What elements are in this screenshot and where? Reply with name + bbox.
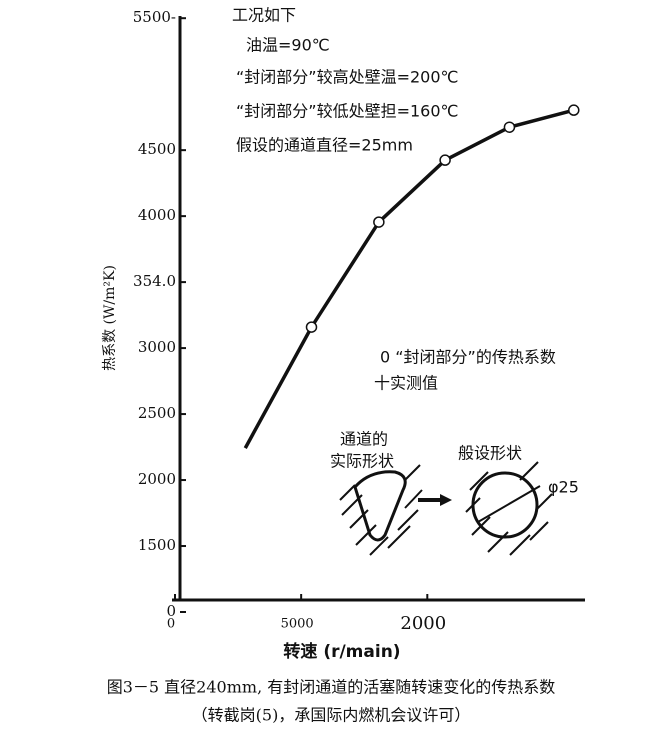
- curve: [243, 108, 575, 449]
- data-point: [439, 154, 451, 166]
- data-point: [568, 104, 580, 116]
- y-tick-label: 354.0: [133, 272, 176, 290]
- x-tick-label: 2000: [400, 613, 446, 634]
- annotation: 通道的: [340, 430, 388, 449]
- annotation: 工况如下: [232, 6, 296, 25]
- y-tick-label: 4000: [138, 206, 176, 224]
- shape-diagram: [339, 461, 553, 556]
- x-tick-label: 5000: [281, 617, 314, 632]
- annotation: 实际形状: [330, 452, 394, 471]
- legend-entry: 十实测值: [374, 374, 438, 393]
- data-point: [373, 216, 385, 228]
- y-tick-label: 4500: [138, 140, 176, 158]
- caption: （转截岗(5)，承国际内燃机会议许可）: [192, 706, 471, 725]
- annotation: 般设形状: [458, 444, 522, 463]
- x-tick-label: 0: [167, 617, 175, 632]
- y-tick-label: 0: [166, 602, 176, 620]
- data-point: [305, 321, 318, 333]
- y-tick-label: 2000: [138, 470, 176, 488]
- annotation: 油温=90℃: [246, 36, 330, 55]
- annotation: 假设的通道直径=25mm: [236, 136, 413, 155]
- annotation: “封闭部分”较高处壁温=200℃: [236, 68, 459, 87]
- caption: 图3－5 直径240mm, 有封闭通道的活塞随转速变化的传热系数: [107, 678, 556, 697]
- legend-entry: 0 “封闭部分”的传热系数: [380, 348, 556, 367]
- y-tick-label: 3000: [138, 338, 176, 356]
- annotation: φ25: [548, 478, 579, 497]
- annotation: “封闭部分”较低处壁担=160℃: [236, 102, 459, 121]
- data-point: [503, 121, 516, 133]
- y-tick-label: 2500: [138, 404, 176, 422]
- y-tick-label: 1500: [138, 536, 176, 554]
- x-axis-label: 转速 (r/main): [283, 641, 400, 662]
- y-axis-label: 热系数 (W/m²K): [102, 265, 118, 371]
- y-tick-label: 5500-: [133, 8, 176, 26]
